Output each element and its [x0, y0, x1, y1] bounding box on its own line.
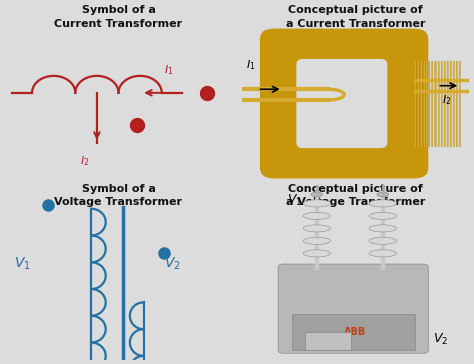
Ellipse shape — [303, 225, 330, 232]
Ellipse shape — [303, 237, 330, 245]
FancyBboxPatch shape — [296, 59, 387, 148]
Text: ABB: ABB — [345, 327, 366, 337]
Ellipse shape — [303, 250, 330, 257]
Ellipse shape — [369, 212, 396, 219]
Ellipse shape — [311, 192, 322, 197]
Text: Conceptual picture of
a Current Transformer: Conceptual picture of a Current Transfor… — [286, 5, 425, 29]
Text: $I_1$: $I_1$ — [246, 58, 256, 72]
Bar — [305, 332, 351, 350]
Text: $V_1$: $V_1$ — [14, 256, 31, 272]
Text: $I_2$: $I_2$ — [442, 94, 451, 107]
Ellipse shape — [303, 212, 330, 219]
FancyBboxPatch shape — [260, 29, 428, 178]
FancyBboxPatch shape — [278, 264, 428, 353]
Text: $V_2$: $V_2$ — [433, 332, 448, 347]
Text: Conceptual picture of
a Voltage Transformer: Conceptual picture of a Voltage Transfor… — [286, 184, 425, 207]
Ellipse shape — [369, 250, 396, 257]
Ellipse shape — [303, 200, 330, 207]
Bar — [292, 314, 415, 350]
Text: Symbol of a
Voltage Transformer: Symbol of a Voltage Transformer — [55, 184, 182, 207]
Ellipse shape — [369, 200, 396, 207]
Text: $V_1$: $V_1$ — [287, 193, 302, 207]
Ellipse shape — [369, 237, 396, 245]
Ellipse shape — [377, 192, 389, 197]
Text: $V_2$: $V_2$ — [164, 256, 181, 272]
Text: $I_2$: $I_2$ — [80, 154, 89, 168]
Text: Symbol of a
Current Transformer: Symbol of a Current Transformer — [55, 5, 182, 29]
Text: $I_1$: $I_1$ — [164, 63, 173, 77]
Ellipse shape — [369, 225, 396, 232]
